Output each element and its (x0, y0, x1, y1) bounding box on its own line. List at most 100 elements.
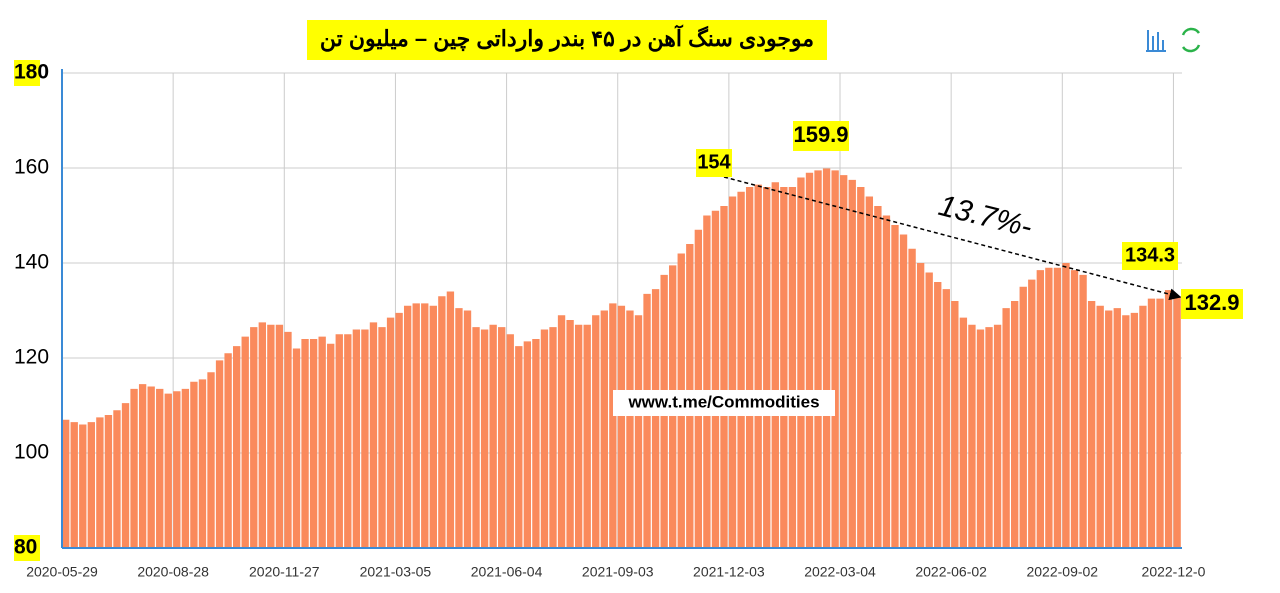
bar (865, 196, 874, 548)
bar (1019, 286, 1027, 548)
bar (1147, 298, 1156, 548)
bar (489, 324, 497, 548)
bar (592, 315, 600, 548)
bar (728, 196, 737, 548)
bar (968, 324, 976, 548)
bar (87, 422, 95, 548)
bar (934, 282, 942, 548)
bar (643, 293, 651, 548)
bar (361, 329, 369, 548)
bar (617, 305, 626, 548)
annotation: www.t.me/Commodities (627, 392, 819, 411)
bar (626, 310, 634, 548)
bar (318, 336, 326, 548)
bar (241, 336, 249, 548)
bar (327, 343, 335, 548)
bar (951, 301, 959, 548)
bar (198, 379, 207, 548)
bar (1011, 301, 1019, 548)
bar (1105, 310, 1113, 548)
annotation: 134.3 (1125, 244, 1175, 266)
annotation-bg (613, 390, 835, 416)
bar (925, 272, 933, 548)
bar (583, 324, 591, 548)
bar (62, 419, 70, 548)
bar (455, 308, 463, 548)
y-tick-label: 80 (14, 536, 37, 559)
bar (763, 187, 771, 548)
annotation: 154 (697, 151, 731, 173)
annotation: 13.7%- (935, 189, 1035, 244)
bar (130, 388, 138, 548)
bar (857, 187, 865, 548)
bar (164, 393, 172, 548)
bar (1087, 301, 1096, 548)
bar (1036, 270, 1045, 548)
toolbar-icons[interactable] (1146, 27, 1201, 53)
bar (1070, 270, 1079, 548)
bar (215, 360, 224, 548)
bar (737, 191, 745, 548)
bar (1113, 308, 1121, 548)
bar (985, 327, 993, 548)
bar (993, 324, 1002, 548)
bar (720, 206, 728, 548)
bar (814, 170, 822, 548)
annotation-bg (1181, 289, 1243, 319)
bar (173, 391, 181, 548)
bar (882, 215, 891, 548)
bar (788, 187, 797, 548)
bar (694, 229, 703, 548)
bar (891, 225, 899, 548)
bar (848, 179, 856, 548)
bar (386, 317, 395, 548)
bar (1028, 279, 1036, 548)
bar (1079, 274, 1087, 548)
bar (805, 172, 814, 548)
chart-title: موجودی سنگ آهن در ۴۵ بندر وارداتی چین – … (320, 24, 814, 52)
bar (771, 182, 779, 548)
bar (309, 339, 318, 548)
bar (908, 248, 916, 548)
bar (822, 168, 831, 548)
bar (651, 289, 660, 548)
x-tick-label: 2021-12-03 (693, 564, 765, 580)
bar (138, 384, 147, 548)
bar (232, 346, 241, 548)
bar (190, 381, 198, 548)
bar (1173, 296, 1181, 548)
bar (1062, 263, 1070, 548)
bar (472, 327, 480, 548)
bar (480, 329, 489, 548)
bar (207, 372, 215, 548)
bar (609, 303, 617, 548)
bar (463, 310, 472, 548)
bar (754, 184, 762, 548)
bar (780, 187, 788, 548)
bar (344, 334, 352, 548)
bar (549, 327, 557, 548)
annotation-bg (696, 149, 732, 177)
bar (113, 410, 121, 548)
bar (498, 327, 506, 548)
bar (258, 322, 266, 548)
bar (1002, 308, 1010, 548)
bar (96, 417, 104, 548)
annotation-bg (793, 121, 849, 151)
bar (446, 291, 455, 548)
bar (523, 341, 532, 548)
bar (275, 324, 284, 548)
bar (147, 386, 155, 548)
tick-highlight (14, 535, 40, 561)
x-tick-label: 2020-11-27 (249, 564, 320, 580)
bar (1053, 267, 1062, 548)
x-tick-label: 2021-03-05 (360, 564, 432, 580)
bar (976, 329, 985, 548)
bar (532, 339, 540, 548)
bar (378, 327, 386, 548)
bar (797, 177, 805, 548)
y-tick-label: 140 (14, 251, 49, 274)
bar (438, 296, 446, 548)
y-tick-label: 180 (14, 61, 49, 84)
